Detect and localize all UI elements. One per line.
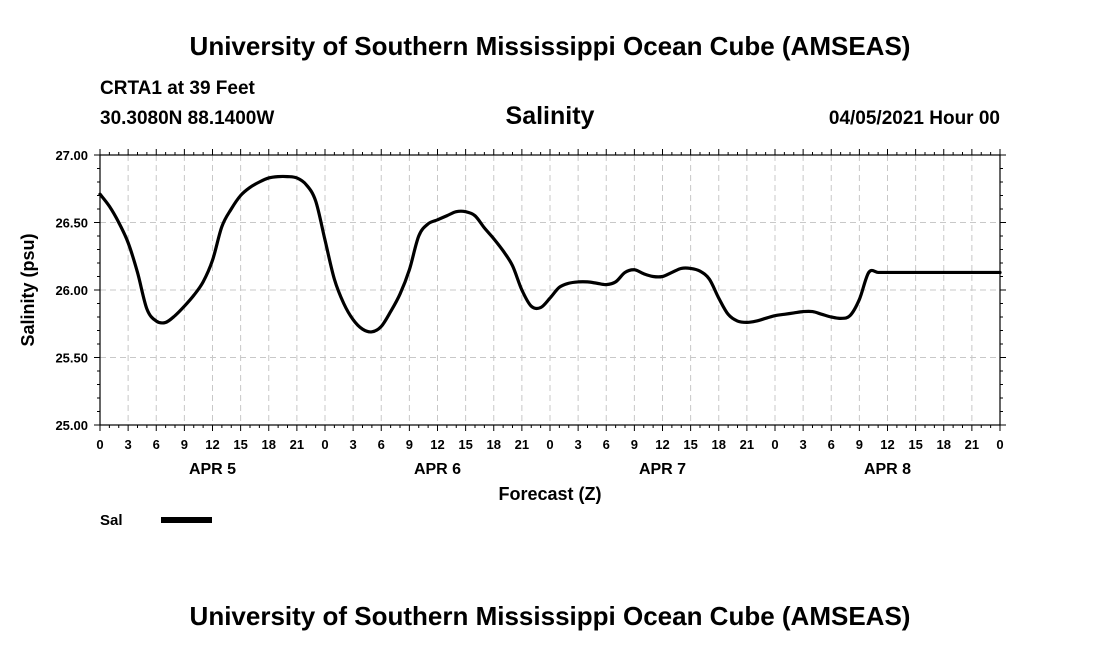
x-tick-label: 6: [603, 437, 610, 452]
x-tick-label: 15: [908, 437, 922, 452]
x-tick-label: 15: [458, 437, 472, 452]
station-label: CRTA1 at 39 Feet: [100, 78, 256, 99]
y-tick-label: 26.00: [55, 283, 88, 298]
x-tick-label: 3: [575, 437, 582, 452]
x-tick-label: 6: [828, 437, 835, 452]
y-tick-label: 25.00: [55, 418, 88, 433]
footer-title: University of Southern Mississippi Ocean…: [190, 601, 911, 631]
x-tick-label: 3: [800, 437, 807, 452]
x-tick-label: 18: [937, 437, 951, 452]
day-labels: APR 5 APR 6 APR 7 APR 8: [189, 461, 911, 478]
x-tick-label: 9: [406, 437, 413, 452]
y-tick-label: 27.00: [55, 148, 88, 163]
x-tick-label: 9: [181, 437, 188, 452]
day-label: APR 8: [864, 461, 911, 478]
legend-label: Sal: [100, 512, 123, 529]
x-tick-label: 0: [771, 437, 778, 452]
day-label: APR 6: [414, 461, 461, 478]
x-tick-label: 18: [712, 437, 726, 452]
y-axis-ticks: 25.00 25.50 26.00 26.50 27.00: [55, 148, 1006, 433]
x-tick-label: 21: [965, 437, 979, 452]
x-tick-label: 18: [262, 437, 276, 452]
x-tick-label: 9: [631, 437, 638, 452]
x-tick-label: 3: [350, 437, 357, 452]
x-tick-label: 0: [546, 437, 553, 452]
x-tick-label: 3: [125, 437, 132, 452]
coordinates-label: 30.3080N 88.1400W: [100, 108, 274, 129]
series-lines: [98, 174, 1002, 334]
datetime-label: 04/05/2021 Hour 00: [829, 108, 1000, 129]
x-tick-label: 0: [321, 437, 328, 452]
grid-lines: [100, 155, 1000, 425]
x-tick-label: 12: [655, 437, 669, 452]
x-tick-label: 9: [856, 437, 863, 452]
y-tick-label: 26.50: [55, 216, 88, 231]
x-tick-label: 21: [290, 437, 304, 452]
x-axis-ticks: 0 3 6 9 12 15 18 21 0 3 6 9 12 15 18 21 0 3 6 9 12 15 18 21 0 3 6 9…: [96, 149, 1004, 452]
x-tick-label: 15: [233, 437, 247, 452]
y-axis-label: Salinity (psu): [18, 233, 38, 346]
day-label: APR 5: [189, 461, 236, 478]
x-tick-label: 21: [515, 437, 529, 452]
page-title: University of Southern Mississippi Ocean…: [190, 31, 911, 61]
x-tick-label: 0: [996, 437, 1003, 452]
x-axis-label: Forecast (Z): [498, 484, 601, 504]
chart-title: Salinity: [506, 102, 595, 130]
x-tick-label: 12: [430, 437, 444, 452]
x-tick-label: 0: [96, 437, 103, 452]
x-tick-label: 21: [740, 437, 754, 452]
x-tick-label: 15: [683, 437, 697, 452]
day-label: APR 7: [639, 461, 686, 478]
series-line-sal: [98, 174, 1002, 334]
x-tick-label: 6: [153, 437, 160, 452]
x-tick-label: 18: [487, 437, 501, 452]
y-tick-label: 25.50: [55, 351, 88, 366]
x-tick-label: 6: [378, 437, 385, 452]
x-tick-label: 12: [880, 437, 894, 452]
x-tick-label: 12: [205, 437, 219, 452]
